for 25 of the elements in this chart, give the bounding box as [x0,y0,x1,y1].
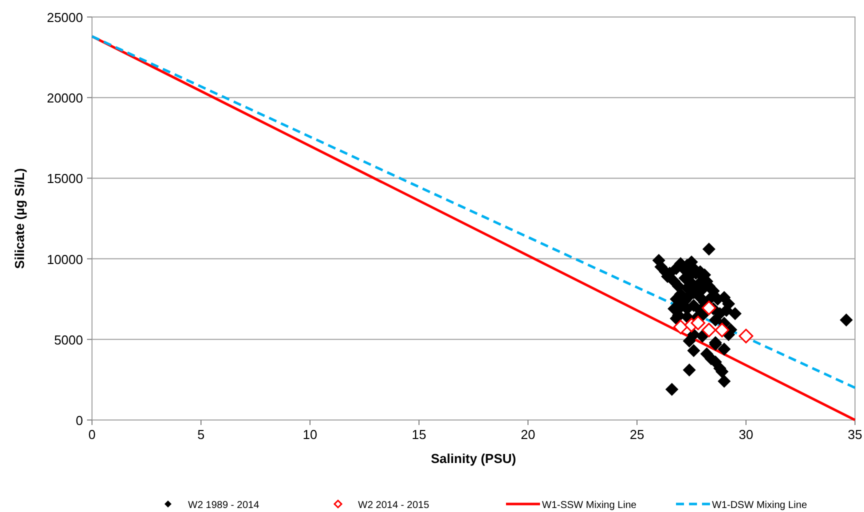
x-tick-label: 25 [630,427,644,442]
x-tick-label: 15 [412,427,426,442]
x-tick-label: 10 [302,427,318,442]
x-tick-label: 0 [88,427,96,442]
point [702,322,716,338]
point [690,316,706,330]
x-tick-label: 20 [520,427,536,442]
x-tick-label: 5 [197,427,205,442]
point [738,328,754,344]
x-tick-label: 35 [848,427,862,442]
x-tick-label: 30 [738,427,754,442]
y-tick-label: 0 [76,413,83,428]
legend-label: W2 2014 - 2015 [358,500,430,511]
legend-label: W1-DSW Mixing Line [712,500,808,511]
y-tick-label: 5000 [54,332,83,348]
point [702,300,716,316]
legend-label: W1-SSW Mixing Line [542,500,637,511]
y-tick-label: 25000 [46,10,83,25]
y-axis-title: Silicate (µg Si/L) [12,168,27,269]
y-tick-label: 15000 [46,171,83,186]
x-axis-title: Salinity (PSU) [430,451,516,466]
point [714,322,730,338]
legend-label: W2 1989 - 2014 [188,500,260,511]
y-tick-label: 20000 [46,90,83,106]
y-tick-label: 10000 [46,252,83,267]
